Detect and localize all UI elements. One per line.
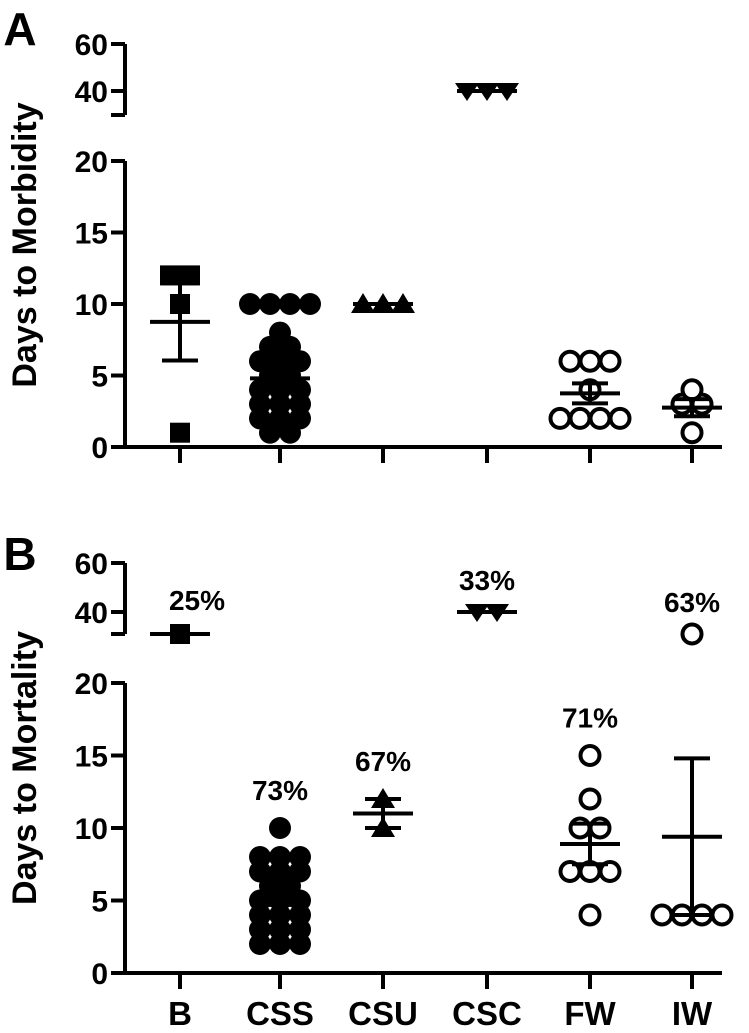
- data-point: [588, 816, 612, 840]
- x-tick-label: IW: [672, 995, 713, 1032]
- y-tick-label: 60: [75, 29, 108, 62]
- data-point: [249, 846, 271, 868]
- data-point: [578, 349, 602, 373]
- data-point: [299, 293, 321, 315]
- y-tick-label: 20: [75, 146, 108, 179]
- y-axis-label: Days to Morbidity: [6, 102, 44, 387]
- data-point: [588, 406, 612, 430]
- y-tick-label: 10: [75, 289, 108, 322]
- data-point: [239, 293, 261, 315]
- series-css: [239, 293, 321, 444]
- series-csu: 67%: [353, 746, 413, 837]
- data-point: [568, 816, 592, 840]
- data-point: [269, 846, 291, 868]
- x-tick-label: B: [168, 995, 192, 1032]
- series-fw: 71%: [558, 703, 622, 927]
- data-point: [680, 622, 704, 646]
- panel-A: A Days to Morbidity 0 5 10 15 20 40 60: [3, 3, 722, 465]
- x-tick-label: CSS: [246, 995, 314, 1032]
- data-point: [279, 293, 301, 315]
- y-tick-label: 0: [91, 958, 108, 991]
- data-point: [608, 406, 632, 430]
- data-point: [170, 422, 190, 443]
- y-tick-label: 15: [75, 218, 108, 251]
- y-tick-label: 15: [75, 741, 108, 774]
- data-point: [180, 265, 200, 286]
- series-csc: 33%: [457, 565, 517, 622]
- y-tick-label: 40: [75, 76, 108, 109]
- y-tick-label: 40: [75, 597, 108, 630]
- percent-label: 67%: [355, 746, 411, 777]
- series-b: [150, 265, 210, 443]
- y-tick-label: 5: [91, 361, 108, 394]
- data-point: [578, 787, 602, 811]
- data-point: [710, 903, 734, 927]
- panel-B: B Days to Mortality 0 5 10 15 20 40 60 B CSS CSU CSC…: [3, 528, 734, 1032]
- series-iw: [662, 378, 722, 445]
- data-point: [289, 846, 311, 868]
- percent-label: 63%: [664, 587, 720, 618]
- data-point: [598, 349, 622, 373]
- percent-label: 73%: [252, 775, 308, 806]
- data-point: [568, 406, 592, 430]
- data-point: [578, 903, 602, 927]
- panel-label: A: [3, 3, 36, 55]
- series-csc: [455, 83, 519, 101]
- data-point: [548, 406, 572, 430]
- percent-label: 71%: [562, 703, 618, 734]
- y-tick-label: 60: [75, 548, 108, 581]
- y-axis-label: Days to Mortality: [6, 631, 44, 905]
- panel-label: B: [3, 528, 36, 580]
- series-fw: [548, 349, 632, 430]
- data-point: [680, 378, 704, 402]
- data-point: [269, 321, 291, 344]
- data-point: [160, 265, 180, 286]
- series-b: 25%: [150, 585, 225, 644]
- x-tick-label: CSC: [452, 995, 522, 1032]
- data-point: [259, 293, 281, 315]
- data-point: [269, 817, 291, 839]
- y-tick-label: 20: [75, 668, 108, 701]
- x-tick-label: CSU: [348, 995, 418, 1032]
- data-point: [680, 421, 704, 445]
- data-point: [558, 349, 582, 373]
- data-point: [650, 903, 674, 927]
- y-tick-label: 10: [75, 813, 108, 846]
- series-iw: 63%: [650, 587, 734, 927]
- data-point: [598, 860, 622, 883]
- percent-label: 33%: [459, 565, 515, 596]
- series-csu: [351, 293, 415, 313]
- data-point: [578, 744, 602, 767]
- percent-label: 25%: [169, 585, 225, 616]
- series-css: 73%: [249, 775, 311, 955]
- y-tick-label: 0: [91, 432, 108, 465]
- x-tick-label: FW: [564, 995, 616, 1032]
- y-tick-label: 5: [91, 886, 108, 919]
